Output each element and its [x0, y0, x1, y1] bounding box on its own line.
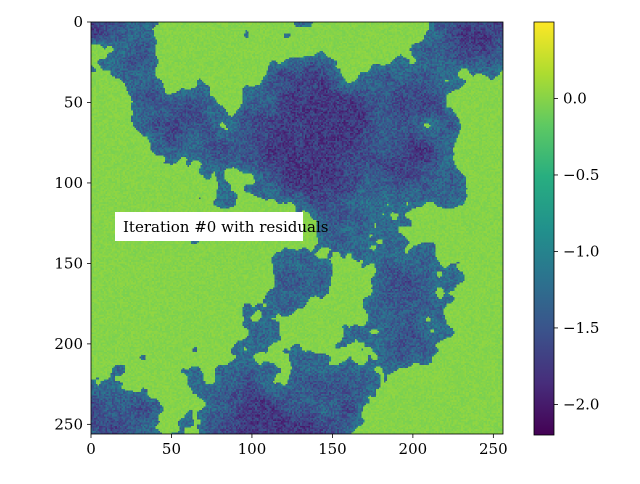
colorbar-axis: −2.0 −1.5 −1.0 −0.5 0.0: [554, 89, 599, 413]
colorbar: −2.0 −1.5 −1.0 −0.5 0.0: [533, 21, 599, 436]
annotation-box: Iteration #0 with residuals: [115, 212, 328, 241]
colorbar-tick-label: −0.5: [563, 166, 599, 184]
y-tick-label: 0: [73, 13, 83, 31]
annotation-background: [115, 212, 303, 241]
plot-frame: [90, 21, 504, 435]
y-tick-label: 100: [54, 174, 83, 192]
colorbar-gradient: [533, 21, 555, 436]
annotation-text: Iteration #0 with residuals: [123, 218, 328, 236]
plot-area: 0 50 100 150 200 250 0 50 100 150 200 250 Iteratio…: [54, 13, 507, 458]
x-tick-label: 250: [479, 440, 508, 458]
y-tick-label: 50: [64, 93, 83, 111]
x-tick-label: 100: [238, 440, 267, 458]
x-tick-label: 50: [162, 440, 181, 458]
y-tick-label: 250: [54, 415, 83, 433]
x-tick-label: 200: [399, 440, 428, 458]
x-tick-label: 0: [86, 440, 96, 458]
colorbar-tick-label: 0.0: [563, 89, 587, 107]
colorbar-tick-label: −1.0: [563, 242, 599, 260]
y-tick-label: 150: [54, 254, 83, 272]
colorbar-tick-label: −2.0: [563, 395, 599, 413]
colorbar-tick-label: −1.5: [563, 319, 599, 337]
x-axis: 0 50 100 150 200 250: [86, 434, 508, 458]
x-tick-label: 150: [318, 440, 347, 458]
y-axis: 0 50 100 150 200 250: [54, 13, 91, 433]
y-tick-label: 200: [54, 335, 83, 353]
